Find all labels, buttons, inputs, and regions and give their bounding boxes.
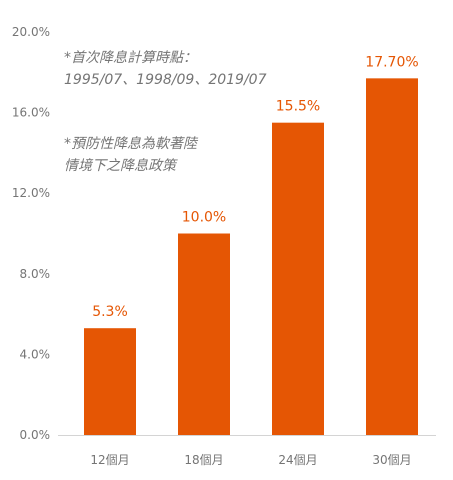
x-category-label: 12個月 bbox=[90, 453, 129, 467]
annotation: *首次降息計算時點： 1995/07、1998/09、2019/07 *預防性降… bbox=[64, 50, 267, 174]
y-tick-label: 20.0% bbox=[12, 25, 50, 39]
bar bbox=[366, 78, 418, 435]
bar-value-label: 5.3% bbox=[92, 304, 128, 320]
bars-group: 5.3% 12個月 10.0% 18個月 15.5% 24個月 17.70% 30個月 bbox=[84, 54, 419, 467]
bar bbox=[178, 233, 230, 435]
bar-value-label: 17.70% bbox=[365, 54, 418, 70]
bar-value-label: 15.5% bbox=[276, 99, 320, 115]
y-tick-label: 16.0% bbox=[12, 106, 50, 120]
y-tick-label: 12.0% bbox=[12, 186, 50, 200]
x-category-label: 18個月 bbox=[184, 453, 223, 467]
x-category-label: 30個月 bbox=[372, 453, 411, 467]
bar bbox=[272, 122, 324, 436]
y-tick-label: 0.0% bbox=[20, 428, 51, 442]
y-axis: 0.0% 4.0% 8.0% 12.0% 16.0% 20.0% bbox=[12, 25, 50, 442]
note-line-4: 情境下之降息政策 bbox=[64, 158, 178, 174]
x-category-label: 24個月 bbox=[278, 453, 317, 467]
note-line-2: 1995/07、1998/09、2019/07 bbox=[64, 72, 267, 88]
y-tick-label: 4.0% bbox=[20, 347, 51, 361]
bar-value-label: 10.0% bbox=[182, 210, 226, 226]
y-tick-label: 8.0% bbox=[20, 267, 51, 281]
note-line-1: *首次降息計算時點： bbox=[64, 50, 197, 66]
bar bbox=[84, 328, 136, 435]
note-line-3: *預防性降息為軟著陸 bbox=[64, 136, 199, 152]
